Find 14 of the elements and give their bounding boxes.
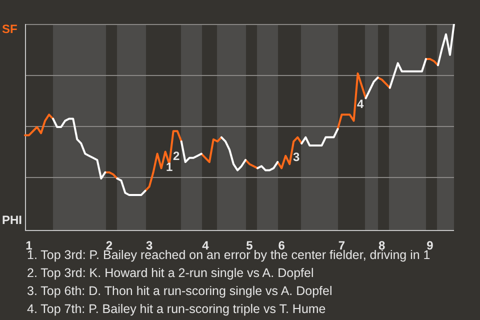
text: 4. Top 7th: P. Bailey hit a run-scoring triple vs T. Hume — [27, 301, 327, 318]
text: 2. Top 3rd: K. Howard hit a 2-run single vs A. Dopfel — [27, 265, 315, 282]
x-tick-label: 3 — [146, 238, 153, 253]
x-tick-label: 5 — [246, 238, 254, 253]
x-tick-label: 6 — [278, 238, 286, 253]
annotation: 3 — [293, 150, 300, 164]
text: PHI — [2, 213, 22, 227]
x-tick-label: 4 — [202, 238, 210, 253]
annotation: 1 — [166, 160, 173, 174]
x-tick-label: 9 — [426, 238, 434, 253]
text: SF — [2, 22, 18, 36]
annotation: 2 — [173, 149, 180, 163]
annotation: 4 — [357, 97, 364, 111]
text: 3. Top 6th: D. Thon hit a run-scoring single vs A. Dopfel — [27, 283, 334, 300]
